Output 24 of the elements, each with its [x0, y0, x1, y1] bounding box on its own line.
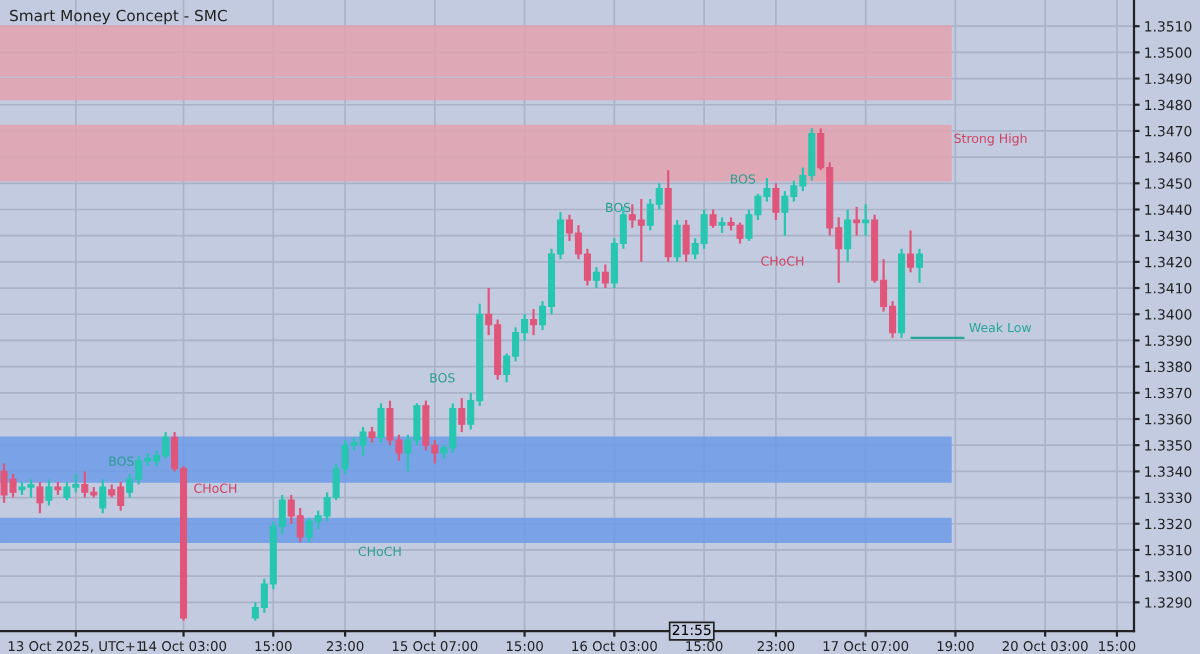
candlestick	[781, 190, 789, 237]
candlestick	[673, 218, 681, 263]
candlestick	[772, 182, 780, 222]
candlestick	[63, 480, 71, 502]
candlestick	[915, 247, 924, 284]
candlestick	[592, 266, 600, 290]
candlestick	[377, 402, 385, 444]
candlestick	[99, 478, 107, 515]
candlestick	[862, 203, 870, 237]
candlestick	[907, 229, 915, 274]
candlestick	[296, 506, 304, 544]
candlestick	[530, 307, 538, 337]
candlestick	[81, 470, 89, 499]
candlestick	[601, 263, 609, 290]
candlestick	[36, 480, 44, 515]
candlestick	[458, 396, 466, 434]
candlestick	[700, 208, 708, 250]
candlestick	[422, 399, 430, 452]
candlestick	[709, 208, 717, 229]
candlestick	[637, 197, 645, 263]
candlestick	[45, 478, 53, 507]
candlestick	[844, 208, 852, 263]
candlestick	[853, 205, 861, 237]
candlestick	[682, 218, 690, 263]
